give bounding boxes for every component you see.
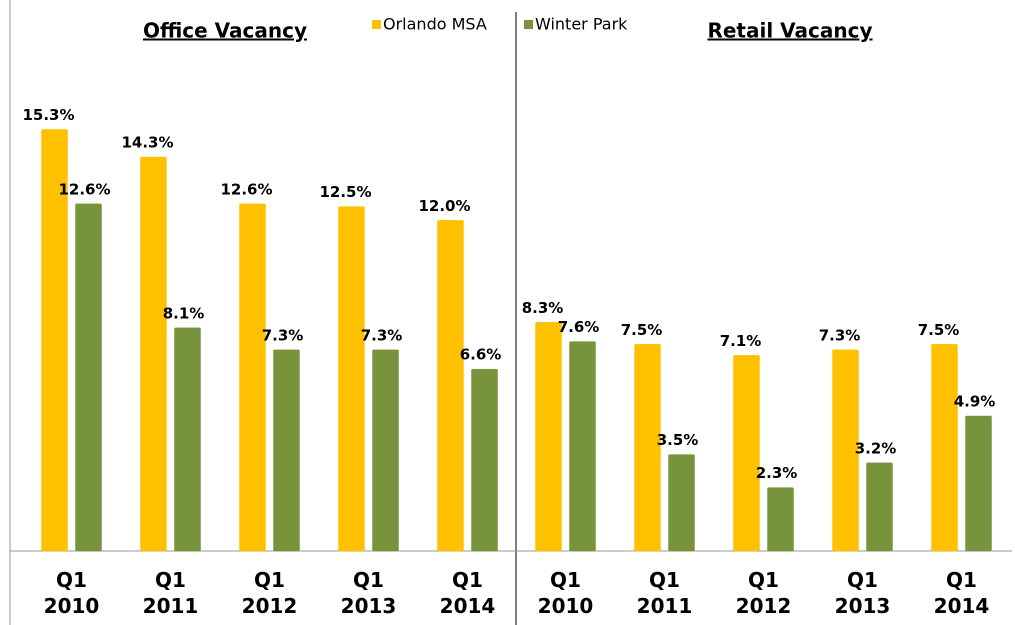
bar — [965, 415, 992, 552]
bar — [140, 156, 167, 552]
data-label: 7.3% — [262, 326, 304, 344]
legend-label: Winter Park — [535, 15, 628, 34]
bar — [75, 203, 102, 552]
bar — [471, 368, 498, 552]
bar — [733, 355, 760, 552]
chart-title: Office Vacancy — [143, 19, 307, 43]
x-tick-label: Q1 2013 — [834, 568, 891, 618]
data-label: 7.5% — [621, 321, 663, 339]
data-label: 7.6% — [558, 318, 600, 336]
legend-swatch — [372, 20, 381, 29]
data-label: 3.5% — [657, 431, 699, 449]
chart-title: Retail Vacancy — [707, 19, 872, 43]
data-label: 15.3% — [22, 106, 74, 124]
x-tick-label: Q1 2013 — [340, 568, 397, 618]
data-label: 8.3% — [522, 299, 564, 317]
x-tick-label: Q1 2014 — [933, 568, 990, 618]
data-label: 7.1% — [720, 332, 762, 350]
x-tick-label: Q1 2010 — [43, 568, 100, 618]
data-label: 12.5% — [319, 183, 371, 201]
data-label: 3.2% — [855, 439, 897, 457]
bar — [767, 487, 794, 552]
bar — [931, 344, 958, 552]
bar — [668, 454, 695, 552]
bar — [372, 349, 399, 552]
bar — [338, 206, 365, 552]
x-tick-label: Q1 2012 — [241, 568, 298, 618]
bar — [832, 349, 859, 552]
x-tick-label: Q1 2011 — [142, 568, 199, 618]
data-label: 12.6% — [58, 180, 110, 198]
legend-swatch — [524, 20, 533, 29]
data-label: 8.1% — [163, 304, 205, 322]
bar — [41, 129, 68, 552]
data-label: 4.9% — [954, 393, 996, 411]
bar — [239, 203, 266, 552]
bar — [634, 344, 661, 552]
data-label: 6.6% — [460, 346, 502, 364]
data-label: 7.3% — [819, 326, 861, 344]
x-tick-label: Q1 2011 — [636, 568, 693, 618]
data-label: 7.3% — [361, 326, 403, 344]
x-tick-label: Q1 2010 — [537, 568, 594, 618]
data-label: 7.5% — [918, 321, 960, 339]
x-tick-label: Q1 2012 — [735, 568, 792, 618]
data-label: 14.3% — [121, 134, 173, 152]
data-label: 12.6% — [220, 180, 272, 198]
data-label: 12.0% — [418, 197, 470, 215]
bar — [866, 462, 893, 552]
data-label: 2.3% — [756, 464, 798, 482]
bar — [174, 327, 201, 552]
x-tick-label: Q1 2014 — [439, 568, 496, 618]
legend-label: Orlando MSA — [383, 15, 487, 34]
bar — [535, 322, 562, 552]
bar — [437, 220, 464, 552]
bar — [569, 341, 596, 552]
bar — [273, 349, 300, 552]
